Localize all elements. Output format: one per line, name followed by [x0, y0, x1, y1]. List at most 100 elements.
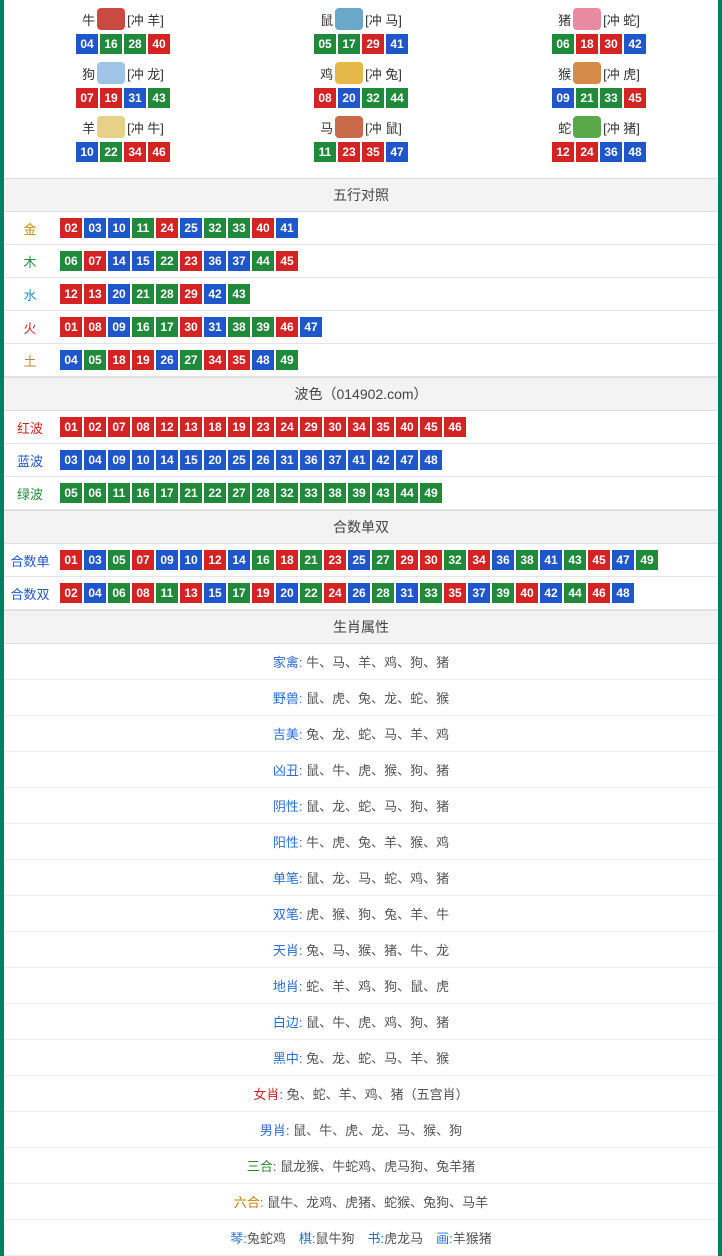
number-chip: 01	[60, 317, 82, 337]
number-chip: 25	[348, 550, 370, 570]
attribute-row: 双笔: 虎、猴、狗、兔、羊、牛	[4, 896, 718, 932]
zodiac-icon	[335, 62, 363, 84]
number-chip: 29	[300, 417, 322, 437]
attribute-row: 黑中: 兔、龙、蛇、马、羊、猴	[4, 1040, 718, 1076]
number-chip: 06	[84, 483, 106, 503]
number-chip: 02	[60, 583, 82, 603]
number-chip: 40	[252, 218, 274, 238]
number-chip: 27	[372, 550, 394, 570]
number-chip: 12	[60, 284, 82, 304]
attribute-value: 牛、虎、兔、羊、猴、鸡	[306, 835, 449, 850]
number-chip: 36	[300, 450, 322, 470]
attribute-label: 天肖:	[273, 943, 306, 958]
number-chip: 35	[444, 583, 466, 603]
footer-value: 鼠牛狗	[315, 1231, 354, 1246]
attribute-label: 三合:	[247, 1159, 280, 1174]
number-chip: 18	[276, 550, 298, 570]
row-numbers: 04051819262734354849	[56, 350, 298, 370]
zodiac-numbers: 10223446	[4, 142, 242, 162]
number-chip: 02	[60, 218, 82, 238]
attribute-row: 白边: 鼠、牛、虎、鸡、狗、猪	[4, 1004, 718, 1040]
number-chip: 10	[108, 218, 130, 238]
attribute-row: 野兽: 鼠、虎、兔、龙、蛇、猴	[4, 680, 718, 716]
footer-value: 虎龙马	[384, 1231, 423, 1246]
zodiac-cell: 牛[冲 羊]04162840	[4, 4, 242, 58]
zodiac-icon	[97, 8, 125, 30]
zodiac-clash: [冲 牛]	[127, 118, 164, 137]
number-chip: 32	[276, 483, 298, 503]
number-chip: 46	[444, 417, 466, 437]
number-chip: 29	[180, 284, 202, 304]
row-numbers: 02031011242532334041	[56, 218, 298, 238]
number-chip: 31	[124, 88, 146, 108]
attribute-row: 阴性: 鼠、龙、蛇、马、狗、猪	[4, 788, 718, 824]
number-chip: 48	[624, 142, 646, 162]
footer-label: 琴:	[230, 1231, 247, 1246]
number-chip: 33	[228, 218, 250, 238]
number-chip: 15	[204, 583, 226, 603]
number-chip: 35	[362, 142, 384, 162]
number-chip: 21	[132, 284, 154, 304]
number-chip: 32	[362, 88, 384, 108]
row-label: 合数单	[4, 551, 56, 570]
zodiac-cell: 猴[冲 虎]09213345	[480, 58, 718, 112]
number-chip: 27	[228, 483, 250, 503]
number-chip: 24	[156, 218, 178, 238]
number-chip: 05	[108, 550, 130, 570]
attribute-value: 鼠、牛、虎、鸡、狗、猪	[306, 1015, 449, 1030]
number-chip: 09	[108, 450, 130, 470]
row-label: 木	[4, 252, 56, 271]
attribute-value: 鼠、龙、马、蛇、鸡、猪	[306, 871, 449, 886]
number-chip: 04	[60, 350, 82, 370]
number-chip: 13	[84, 284, 106, 304]
zodiac-numbers: 08203244	[242, 88, 480, 108]
attribute-value: 鼠、牛、虎、猴、狗、猪	[306, 763, 449, 778]
number-chip: 28	[372, 583, 394, 603]
number-chip: 15	[180, 450, 202, 470]
wuxing-header: 五行对照	[4, 178, 718, 212]
number-chip: 12	[156, 417, 178, 437]
attribute-label: 阳性:	[273, 835, 306, 850]
number-chip: 35	[372, 417, 394, 437]
number-chip: 06	[108, 583, 130, 603]
footer-value: 兔蛇鸡	[247, 1231, 286, 1246]
row-numbers: 06071415222336374445	[56, 251, 298, 271]
number-chip: 31	[396, 583, 418, 603]
number-chip: 39	[252, 317, 274, 337]
number-chip: 21	[180, 483, 202, 503]
attribute-value: 鼠龙猴、牛蛇鸡、虎马狗、兔羊猪	[280, 1159, 475, 1174]
number-chip: 11	[132, 218, 154, 238]
zodiac-cell: 马[冲 鼠]11233547	[242, 112, 480, 166]
zodiac-cell: 狗[冲 龙]07193143	[4, 58, 242, 112]
number-chip: 39	[492, 583, 514, 603]
number-chip: 04	[76, 34, 98, 54]
table-row: 红波0102070812131819232429303435404546	[4, 411, 718, 444]
number-chip: 10	[180, 550, 202, 570]
number-chip: 30	[324, 417, 346, 437]
number-chip: 28	[252, 483, 274, 503]
zodiac-clash: [冲 羊]	[127, 10, 164, 29]
number-chip: 17	[156, 317, 178, 337]
number-chip: 34	[468, 550, 490, 570]
row-numbers: 0204060811131517192022242628313335373940…	[56, 583, 634, 603]
number-chip: 16	[132, 483, 154, 503]
number-chip: 20	[276, 583, 298, 603]
number-chip: 12	[552, 142, 574, 162]
number-chip: 11	[156, 583, 178, 603]
zodiac-cell: 鸡[冲 兔]08203244	[242, 58, 480, 112]
attribute-value: 鼠、牛、虎、龙、马、猴、狗	[293, 1123, 462, 1138]
number-chip: 42	[372, 450, 394, 470]
number-chip: 21	[576, 88, 598, 108]
number-chip: 44	[252, 251, 274, 271]
zodiac-icon	[335, 8, 363, 30]
attribute-row: 家禽: 牛、马、羊、鸡、狗、猪	[4, 644, 718, 680]
zodiac-clash: [冲 猪]	[603, 118, 640, 137]
number-chip: 05	[60, 483, 82, 503]
zodiac-numbers: 11233547	[242, 142, 480, 162]
number-chip: 16	[252, 550, 274, 570]
zodiac-cell: 羊[冲 牛]10223446	[4, 112, 242, 166]
table-row: 土04051819262734354849	[4, 344, 718, 377]
number-chip: 30	[420, 550, 442, 570]
zodiac-name: 猪	[558, 10, 571, 29]
zodiac-name: 狗	[82, 64, 95, 83]
